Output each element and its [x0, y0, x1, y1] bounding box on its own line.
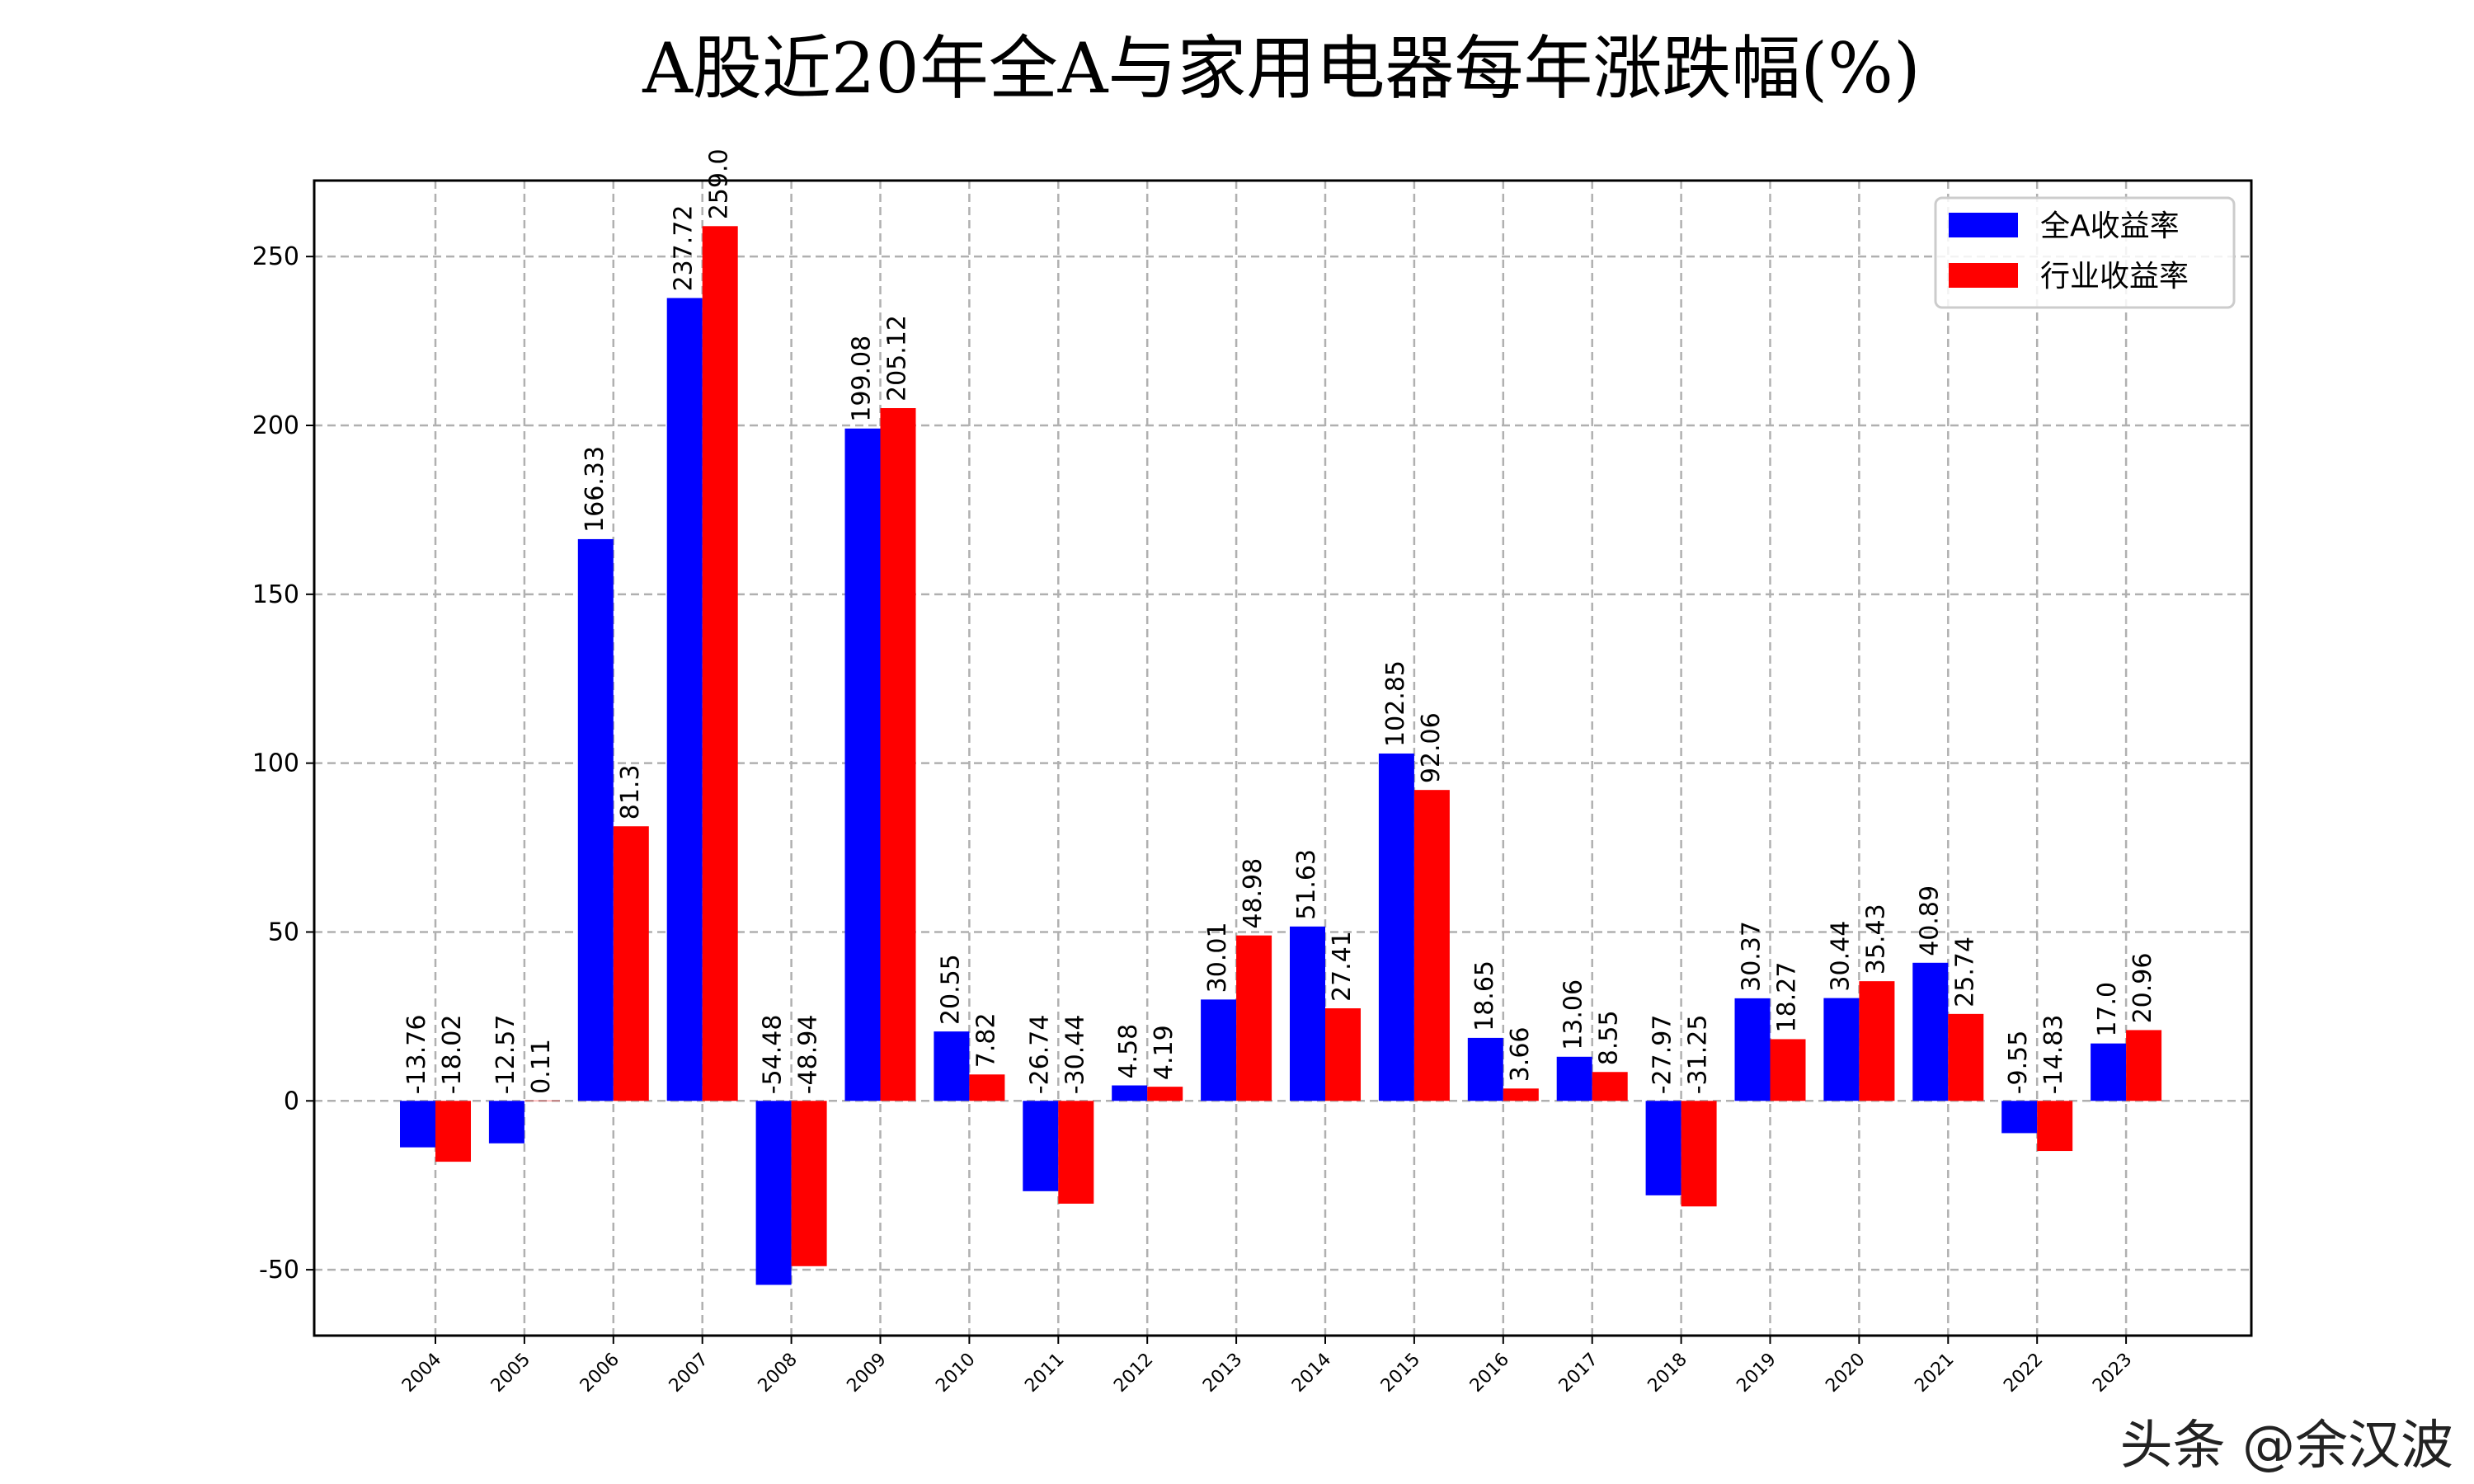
bar-industry-2018 [1681, 1101, 1717, 1207]
bar-all-a-2004 [400, 1101, 435, 1148]
data-label: 25.74 [1950, 937, 1979, 1007]
legend-swatch-all-a [1949, 213, 2018, 237]
data-label: -27.97 [1649, 1015, 1677, 1095]
bar-all-a-2016 [1467, 1037, 1503, 1101]
data-label: -31.25 [1684, 1015, 1713, 1095]
bar-all-a-2023 [2091, 1043, 2127, 1101]
bar-industry-2022 [2037, 1101, 2073, 1152]
bar-all-a-2017 [1556, 1056, 1592, 1101]
plot-frame [313, 179, 2253, 1337]
bar-all-a-2019 [1734, 998, 1771, 1101]
bar-all-a-2012 [1112, 1085, 1148, 1101]
data-label: 27.41 [1328, 931, 1357, 1002]
y-axis: -50 0 50 100 150 200 250 [252, 242, 314, 1284]
data-label: 20.55 [936, 954, 965, 1025]
data-labels: -13.76 -12.57 166.33 237.72 -54.48 199.08 20.5… [402, 148, 2157, 1094]
bar-all-a-2007 [666, 298, 703, 1101]
bar-all-a-2018 [1645, 1101, 1681, 1195]
watermark: 头条 @余汉波 [2120, 1416, 2453, 1477]
bars [400, 226, 2162, 1285]
data-label: -13.76 [402, 1015, 431, 1095]
bar-industry-2017 [1592, 1072, 1628, 1101]
bar-industry-2004 [435, 1101, 471, 1162]
data-label: 13.06 [1559, 979, 1588, 1050]
bar-all-a-2020 [1823, 998, 1860, 1101]
y-tick-label: -50 [259, 1256, 299, 1284]
data-label: 8.55 [1595, 1010, 1624, 1065]
data-label: 30.37 [1738, 921, 1766, 992]
bar-industry-2023 [2126, 1030, 2162, 1101]
bar-industry-2012 [1147, 1087, 1183, 1101]
bar-industry-2021 [1948, 1013, 1984, 1101]
data-label: -26.74 [1025, 1015, 1054, 1095]
bar-industry-2019 [1770, 1039, 1806, 1101]
data-label: 166.33 [581, 446, 609, 533]
bar-industry-2015 [1413, 790, 1450, 1101]
bar-industry-2020 [1859, 981, 1895, 1101]
chart-title: A股近20年全A与家用电器每年涨跌幅(%) [642, 28, 1921, 109]
y-tick-label: 0 [284, 1087, 299, 1115]
bar-all-a-2009 [844, 428, 881, 1101]
data-label: 4.19 [1150, 1025, 1178, 1080]
bar-industry-2006 [613, 826, 649, 1101]
data-label: 51.63 [1292, 849, 1321, 920]
legend-label-industry: 行业收益率 [2040, 260, 2189, 294]
data-label: 17.0 [2093, 982, 2122, 1037]
data-label: 3.66 [1506, 1027, 1535, 1082]
legend-label-all-a: 全A收益率 [2040, 209, 2180, 243]
data-label: 48.98 [1239, 858, 1268, 929]
data-label: 0.11 [527, 1039, 556, 1094]
data-label: 92.06 [1417, 712, 1446, 783]
bar-industry-2008 [791, 1101, 827, 1266]
y-tick-label: 200 [252, 411, 299, 440]
bar-industry-2010 [969, 1074, 1005, 1101]
bar-industry-2009 [880, 408, 916, 1101]
data-label: 81.3 [616, 764, 645, 819]
y-tick-label: 150 [252, 580, 299, 609]
bar-all-a-2008 [755, 1101, 792, 1285]
y-tick-label: 100 [252, 749, 299, 778]
data-label: -12.57 [492, 1015, 520, 1095]
data-label: 7.82 [971, 1012, 1000, 1068]
data-label: 102.85 [1381, 660, 1410, 747]
data-label: -14.83 [2039, 1015, 2068, 1095]
data-label: -48.94 [794, 1015, 823, 1095]
bar-all-a-2006 [577, 538, 614, 1101]
data-label: 30.44 [1826, 921, 1855, 992]
y-tick-label: 250 [252, 242, 299, 271]
bar-all-a-2021 [1912, 962, 1949, 1101]
data-label: 40.89 [1915, 885, 1944, 956]
legend: 全A收益率 行业收益率 [1934, 196, 2236, 309]
data-label: 4.58 [1114, 1024, 1143, 1079]
data-label: 35.43 [1861, 904, 1890, 974]
bar-industry-2011 [1058, 1101, 1094, 1204]
bar-industry-2014 [1325, 1008, 1361, 1101]
bar-all-a-2010 [934, 1031, 970, 1101]
data-label: -30.44 [1061, 1015, 1089, 1095]
data-label: -18.02 [438, 1015, 467, 1095]
data-label: 259.0 [705, 148, 734, 219]
data-label: 20.96 [2128, 953, 2157, 1024]
data-label: 199.08 [848, 336, 877, 422]
data-label: 18.27 [1773, 962, 1802, 1033]
y-tick-label: 50 [268, 918, 299, 946]
bar-all-a-2011 [1023, 1101, 1059, 1191]
data-label: 30.01 [1203, 922, 1232, 993]
data-label: 237.72 [670, 204, 698, 291]
data-label: -9.55 [2004, 1031, 2033, 1095]
bar-industry-2007 [702, 226, 738, 1101]
bar-industry-2013 [1236, 935, 1272, 1101]
bar-all-a-2015 [1378, 753, 1414, 1101]
bar-all-a-2005 [488, 1101, 524, 1144]
data-label: -54.48 [759, 1015, 788, 1095]
bar-all-a-2013 [1201, 999, 1237, 1101]
bar-industry-2016 [1503, 1088, 1539, 1101]
legend-swatch-industry [1949, 263, 2018, 288]
bar-all-a-2022 [2001, 1101, 2038, 1134]
bar-all-a-2014 [1290, 926, 1325, 1101]
data-label: 205.12 [883, 315, 912, 402]
data-label: 18.65 [1470, 960, 1499, 1031]
